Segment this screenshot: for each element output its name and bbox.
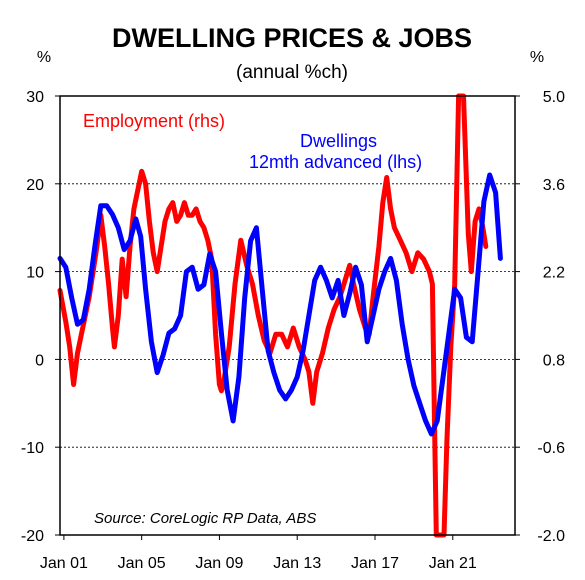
- x-tick-label: Jan 21: [429, 555, 477, 572]
- axis-ticks: 30 5.0 20 3.6 10 2.2 0 0.8 -10 -0.6 -20 -2.0 Jan 01 J…: [21, 89, 565, 572]
- legend-dwellings-line2: 12mth advanced (lhs): [249, 152, 422, 172]
- left-axis-unit: %: [37, 49, 51, 66]
- right-tick-label: 5.0: [543, 89, 565, 106]
- left-tick-label: 20: [26, 177, 44, 194]
- right-axis-unit: %: [530, 49, 544, 66]
- x-tick-label: Jan 05: [118, 555, 166, 572]
- left-tick-label: 10: [26, 265, 44, 282]
- x-tick-label: Jan 13: [273, 555, 321, 572]
- series-layer: [57, 93, 503, 538]
- dwellings-series-line: [57, 172, 503, 437]
- legend-dwellings-line1: Dwellings: [300, 131, 377, 151]
- right-tick-label: 0.8: [543, 352, 565, 369]
- left-tick-label: 30: [26, 89, 44, 106]
- chart-subtitle: (annual %ch): [236, 62, 348, 83]
- chart-title: DWELLING PRICES & JOBS: [112, 23, 472, 53]
- left-tick-label: 0: [35, 352, 44, 369]
- x-tick-label: Jan 17: [351, 555, 399, 572]
- left-tick-label: -10: [21, 440, 44, 457]
- x-tick-label: Jan 09: [195, 555, 243, 572]
- x-tick-label: Jan 01: [40, 555, 88, 572]
- right-tick-label: -2.0: [537, 528, 565, 545]
- legend-employment: Employment (rhs): [83, 111, 225, 131]
- right-tick-label: 3.6: [543, 177, 565, 194]
- right-tick-label: 2.2: [543, 265, 565, 282]
- right-tick-label: -0.6: [537, 440, 565, 457]
- plot-frame: [59, 95, 516, 536]
- left-tick-label: -20: [21, 528, 44, 545]
- source-annotation: Source: CoreLogic RP Data, ABS: [94, 510, 316, 527]
- employment-series-line: [57, 93, 489, 538]
